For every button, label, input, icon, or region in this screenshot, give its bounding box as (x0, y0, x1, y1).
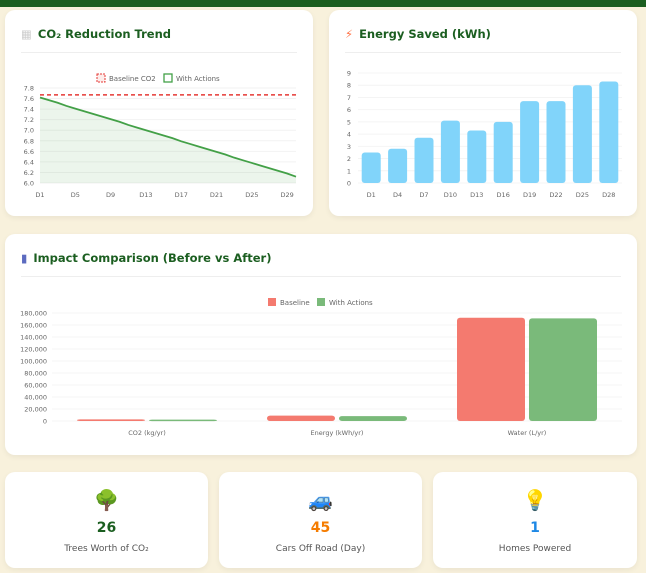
energy-bar (440, 120, 460, 183)
y-tick-label: 20,000 (24, 406, 47, 414)
y-tick-label: 40,000 (24, 394, 47, 402)
energy-title: Energy Saved (kWh) (359, 27, 491, 41)
trees-label: Trees Worth of CO₂ (64, 544, 149, 554)
stat-card-trees: 🌳 26 Trees Worth of CO₂ (5, 472, 208, 568)
y-tick-label: 160,000 (20, 322, 47, 330)
x-tick-label: Water (L/yr) (508, 429, 547, 437)
cars-value: 45 (310, 520, 331, 536)
energy-bar (572, 85, 592, 183)
impact-title: Impact Comparison (Before vs After) (33, 251, 272, 265)
x-tick-label: D22 (549, 191, 562, 199)
x-tick-label: D21 (210, 191, 223, 199)
y-tick-label: 4 (347, 131, 351, 139)
stat-card-homes: 💡 1 Homes Powered (433, 472, 637, 568)
x-tick-label: D1 (367, 191, 376, 199)
energy-bar (546, 101, 566, 183)
y-tick-label: 80,000 (24, 370, 47, 378)
y-tick-label: 180,000 (20, 310, 47, 318)
legend-label-baseline: Baseline (280, 299, 310, 307)
legend-swatch-with-actions (317, 298, 325, 306)
y-tick-label: 60,000 (24, 382, 47, 390)
x-tick-label: CO2 (kg/yr) (128, 429, 166, 437)
energy-bar (520, 101, 540, 183)
x-tick-label: D10 (444, 191, 457, 199)
impact-bar-with-actions (529, 318, 597, 421)
y-tick-label: 9 (347, 70, 351, 78)
y-tick-label: 2 (347, 155, 351, 163)
y-tick-label: 7 (347, 94, 351, 102)
y-tick-label: 100,000 (20, 358, 47, 366)
x-tick-label: D4 (393, 191, 402, 199)
y-tick-label: 140,000 (20, 334, 47, 342)
impact-bar-baseline (267, 415, 335, 421)
lightbulb-icon: 💡 (522, 488, 548, 512)
energy-bar (361, 152, 381, 183)
stat-card-cars: 🚙 45 Cars Off Road (Day) (219, 472, 422, 568)
co2-title: CO₂ Reduction Trend (37, 27, 172, 41)
top-bar (0, 0, 646, 7)
bar-chart-icon: ▮ (21, 251, 28, 265)
y-tick-label: 7.6 (24, 95, 34, 103)
legend-label-baseline: Baseline CO2 (109, 75, 156, 83)
y-tick-label: 8 (347, 82, 351, 90)
energy-bar (493, 121, 513, 183)
x-tick-label: D19 (523, 191, 536, 199)
x-tick-label: D25 (245, 191, 258, 199)
legend-label-with-actions: With Actions (176, 75, 220, 83)
x-tick-label: D25 (576, 191, 589, 199)
area-fill (40, 97, 296, 183)
x-tick-label: D17 (175, 191, 188, 199)
homes-label: Homes Powered (498, 544, 572, 554)
x-tick-label: D28 (602, 191, 615, 199)
cars-label: Cars Off Road (Day) (275, 544, 366, 554)
y-tick-label: 6 (347, 106, 351, 114)
energy-bar (414, 137, 434, 183)
legend-swatch-baseline (96, 73, 106, 83)
y-tick-label: 5 (347, 118, 351, 126)
y-tick-label: 7.8 (24, 85, 34, 93)
y-tick-label: 6.2 (24, 169, 34, 177)
y-tick-label: 3 (347, 143, 351, 151)
car-icon: 🚙 (308, 488, 333, 512)
legend-swatch-baseline (268, 298, 276, 306)
x-tick-label: D7 (419, 191, 428, 199)
with-actions-line (39, 96, 297, 178)
impact-bar-with-actions (339, 416, 407, 421)
x-tick-label: D13 (470, 191, 483, 199)
y-tick-label: 6.6 (24, 148, 34, 156)
legend-label-with-actions: With Actions (329, 299, 373, 307)
x-tick-label: D9 (106, 191, 115, 199)
energy-bar (599, 81, 619, 183)
x-tick-label: D1 (35, 191, 44, 199)
homes-value: 1 (530, 520, 540, 536)
trees-value: 26 (96, 520, 117, 536)
x-tick-label: D13 (139, 191, 152, 199)
impact-bar-baseline (77, 419, 145, 421)
x-tick-label: D29 (281, 191, 294, 199)
legend-swatch-with-actions (163, 73, 173, 83)
y-tick-label: 7.4 (24, 106, 34, 114)
x-tick-label: D5 (71, 191, 80, 199)
x-tick-label: Energy (kWh/yr) (311, 429, 364, 437)
co2-card: ▦ CO₂ Reduction Trend (5, 10, 313, 216)
y-tick-label: 6.8 (24, 137, 34, 145)
y-tick-label: 6.4 (24, 158, 34, 166)
lightning-icon: ⚡ (345, 27, 354, 41)
y-tick-label: 120,000 (20, 346, 47, 354)
y-tick-label: 7.2 (24, 116, 34, 124)
y-tick-label: 0 (43, 418, 47, 426)
y-tick-label: 6.0 (24, 180, 34, 188)
energy-bar (388, 148, 408, 183)
chart-icon: ▦ (21, 27, 32, 41)
impact-bar-with-actions (149, 419, 217, 422)
y-tick-label: 7.0 (24, 127, 34, 135)
impact-bar-baseline (457, 317, 525, 421)
y-tick-label: 0 (347, 180, 351, 188)
y-tick-label: 1 (347, 167, 351, 175)
energy-bar (467, 130, 487, 183)
x-tick-label: D16 (497, 191, 510, 199)
tree-icon: 🌳 (94, 488, 119, 512)
